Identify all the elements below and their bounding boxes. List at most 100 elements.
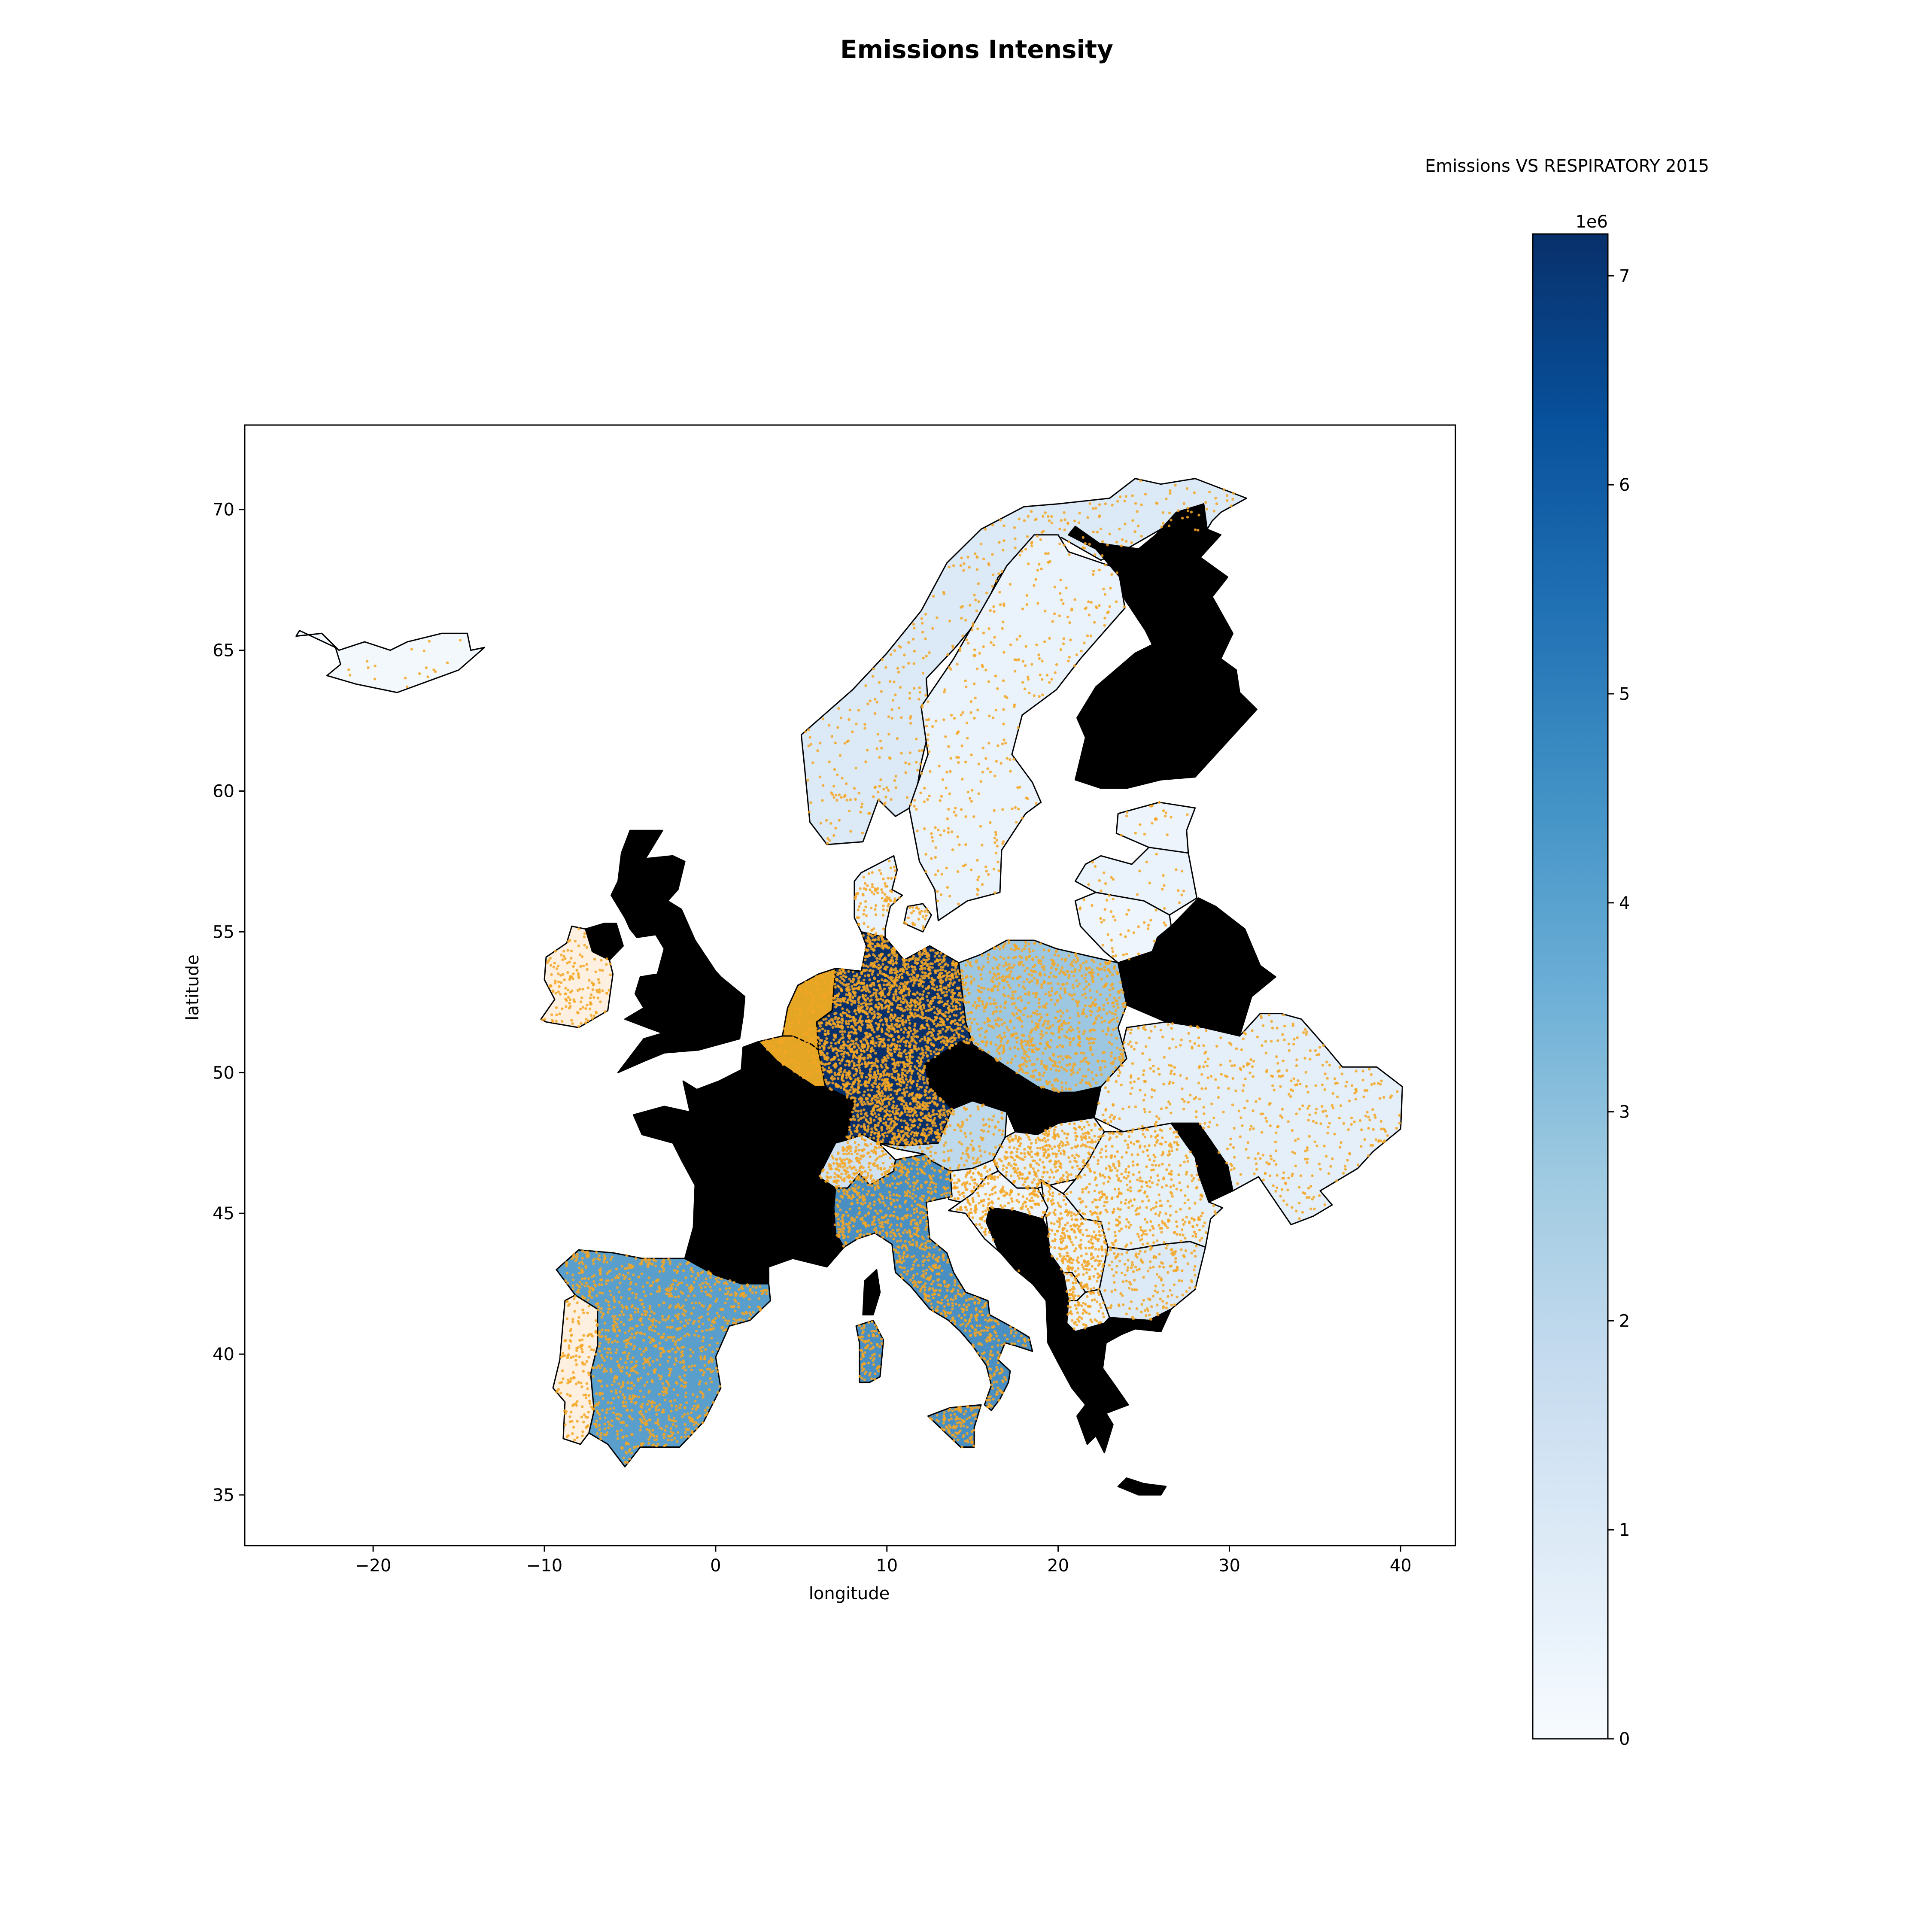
point [1322, 1044, 1325, 1047]
point [1038, 1005, 1041, 1009]
point [1066, 1264, 1070, 1268]
point [1144, 1218, 1147, 1221]
point [970, 980, 973, 983]
point [1288, 1093, 1291, 1096]
point [808, 736, 811, 739]
point [1205, 1029, 1208, 1032]
point [1058, 972, 1061, 975]
point [1277, 1125, 1280, 1128]
point [962, 987, 965, 990]
point [1173, 1283, 1176, 1286]
point [1063, 1034, 1066, 1038]
point [1064, 973, 1067, 976]
point [997, 572, 1000, 575]
point [922, 1006, 926, 1010]
point [887, 954, 890, 957]
point [1121, 1271, 1124, 1275]
point [1295, 1209, 1298, 1212]
point [945, 866, 948, 870]
point [926, 738, 930, 741]
point [920, 617, 923, 620]
point [1098, 514, 1101, 517]
point [969, 1132, 972, 1135]
point [991, 1012, 995, 1015]
point [1186, 813, 1189, 816]
point [968, 1182, 972, 1186]
point [1112, 1001, 1115, 1004]
point [1168, 1153, 1171, 1156]
point [1031, 1159, 1034, 1162]
point [1035, 1162, 1038, 1165]
point [1059, 1212, 1062, 1215]
point [996, 972, 999, 975]
point [1319, 1122, 1322, 1125]
point [1291, 1089, 1294, 1092]
point [965, 1118, 969, 1121]
point [1159, 1142, 1162, 1145]
point [988, 714, 991, 717]
point [866, 1015, 870, 1018]
point [916, 996, 919, 999]
point [1285, 1069, 1288, 1072]
point [876, 733, 880, 736]
point [1057, 1149, 1060, 1152]
point [1071, 1227, 1074, 1231]
point [1297, 1137, 1300, 1140]
point [849, 798, 852, 801]
point [1132, 1317, 1135, 1320]
point [1037, 1163, 1040, 1166]
point [1052, 975, 1055, 978]
point [1265, 1120, 1268, 1123]
point [1145, 1314, 1148, 1317]
point [1373, 1082, 1376, 1085]
point [1066, 1009, 1069, 1012]
point [1145, 1195, 1149, 1198]
point [1070, 1147, 1073, 1150]
point [1398, 1121, 1401, 1125]
point [854, 1078, 857, 1081]
point [1262, 1179, 1265, 1182]
point [1015, 1041, 1018, 1044]
point [1085, 1037, 1088, 1040]
point [1002, 1190, 1005, 1193]
point [1018, 517, 1021, 520]
point [1143, 1080, 1146, 1083]
point [1138, 1267, 1141, 1271]
point [827, 1046, 830, 1049]
point [1061, 1144, 1064, 1147]
point [924, 637, 927, 641]
point [884, 1153, 887, 1156]
point [1037, 959, 1040, 962]
point [1121, 1107, 1124, 1110]
point [987, 1051, 990, 1054]
point [1007, 1202, 1010, 1205]
point [933, 1005, 936, 1009]
point [1139, 1144, 1142, 1147]
point [948, 1157, 951, 1160]
point [1148, 1179, 1151, 1183]
point [1239, 1135, 1242, 1138]
point [848, 1063, 851, 1066]
point [1018, 1177, 1021, 1180]
point [1103, 1065, 1106, 1069]
point [1057, 1069, 1060, 1072]
point [1091, 861, 1094, 864]
point [1097, 1293, 1101, 1297]
point [1036, 1136, 1039, 1139]
point [1008, 1161, 1011, 1165]
point [1139, 1179, 1142, 1182]
point [1021, 1177, 1024, 1180]
point [927, 700, 930, 703]
point [1005, 1191, 1008, 1194]
point [889, 1157, 892, 1160]
point [1035, 956, 1038, 959]
point [1143, 1145, 1146, 1148]
point [1085, 1228, 1088, 1232]
point [931, 627, 934, 630]
point [1038, 973, 1041, 976]
point [945, 787, 948, 790]
point [1094, 1004, 1097, 1007]
point [1015, 1006, 1018, 1009]
point [1028, 950, 1031, 953]
point [971, 1216, 974, 1219]
